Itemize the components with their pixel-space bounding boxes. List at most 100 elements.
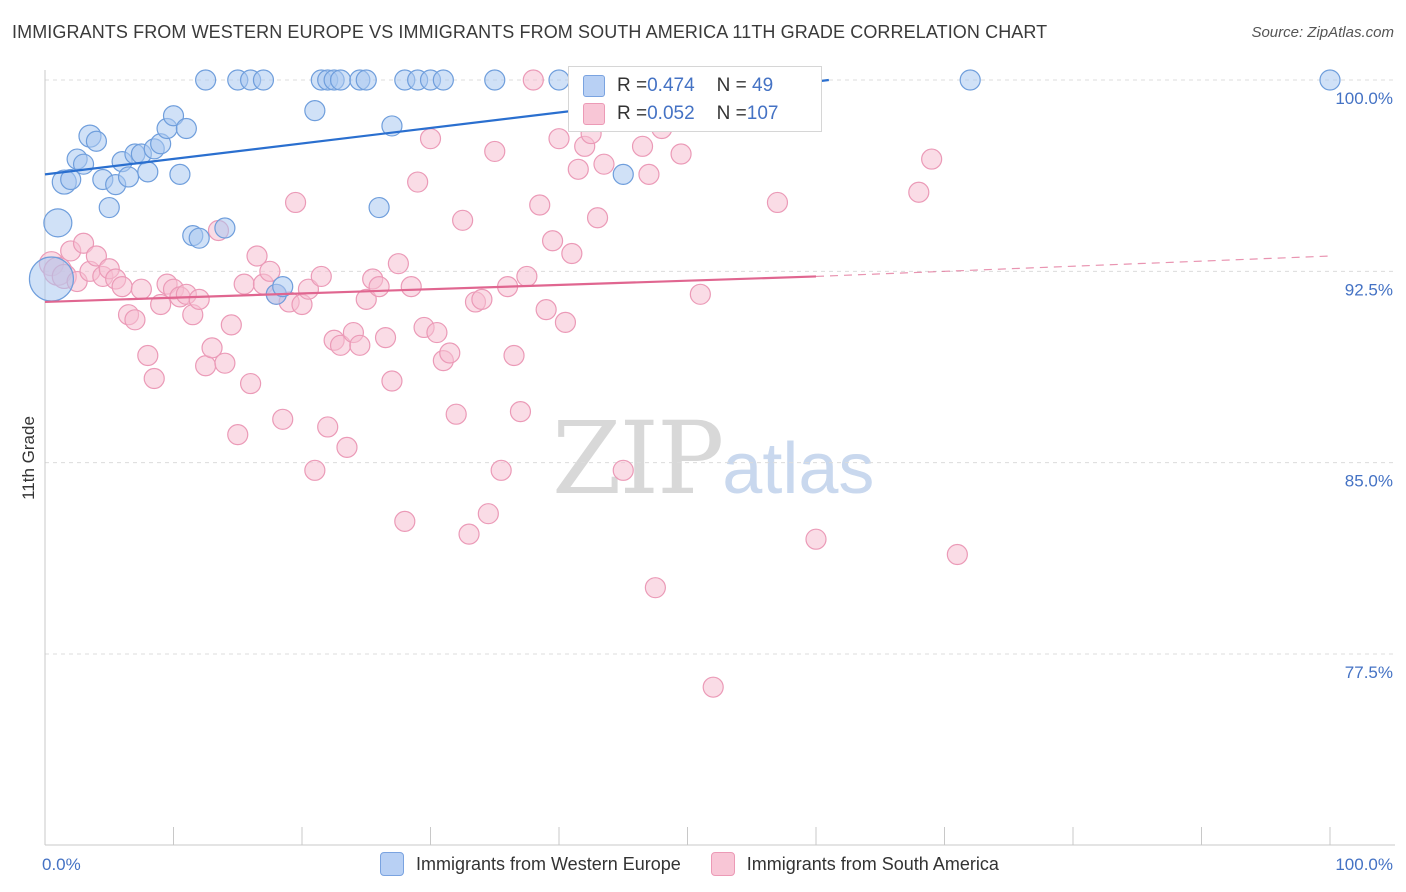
legend-blue-label: Immigrants from Western Europe	[416, 853, 681, 874]
legend: Immigrants from Western Europe Immigrant…	[380, 852, 999, 876]
y-tick-label: 100.0%	[1335, 89, 1393, 108]
legend-item-south-america[interactable]: Immigrants from South America	[710, 852, 999, 876]
blue-r-label: R =	[617, 75, 648, 96]
south-america-point	[317, 416, 339, 438]
western-europe-point	[272, 276, 294, 298]
south-america-point	[490, 459, 512, 481]
south-america-point	[509, 401, 532, 423]
south-america-point	[689, 283, 711, 305]
axes	[44, 70, 1395, 846]
blue-n-label: N =	[716, 75, 747, 96]
blue-n-value: 49	[746, 75, 774, 96]
legend-item-western-europe[interactable]: Immigrants from Western Europe	[380, 852, 681, 876]
south-america-point	[150, 293, 172, 316]
south-america-point	[541, 230, 564, 252]
watermark: ZIPatlas	[552, 400, 874, 517]
x-tick-label: 100.0%	[1335, 855, 1393, 874]
western-europe-point	[214, 217, 236, 239]
south-america-point	[220, 314, 242, 336]
south-america-point	[227, 424, 249, 446]
x-tick-label: 0.0%	[42, 855, 81, 874]
south-america-point	[381, 370, 403, 392]
south-america-point	[471, 288, 493, 310]
legend-pink-label: Immigrants from South America	[746, 853, 999, 874]
south-america-point	[805, 528, 827, 550]
south-america-point	[240, 372, 262, 395]
western-europe-point	[368, 196, 390, 219]
pink-n-value: 107	[746, 103, 779, 124]
pink-n-label: N =	[716, 103, 747, 124]
south-america-point	[567, 158, 589, 180]
south-america-point	[336, 436, 358, 458]
blue-r-value: 0.474	[647, 75, 695, 96]
south-america-point	[304, 459, 326, 481]
south-america-point	[535, 299, 557, 321]
western-europe-point	[195, 69, 217, 91]
western-europe-point	[329, 69, 352, 91]
western-europe-point	[60, 168, 82, 191]
south-america-point	[284, 191, 307, 214]
south-america-point	[439, 342, 461, 364]
western-europe-point	[175, 117, 197, 140]
south-america-point	[529, 194, 551, 216]
south-america-point	[85, 245, 108, 267]
western-europe-point	[85, 130, 108, 152]
south-america-point	[355, 288, 377, 310]
western-europe-point	[484, 69, 506, 91]
stats-row-blue: R = 0.474 N = 49	[583, 73, 773, 99]
western-europe-points	[28, 69, 1341, 305]
south-america-point	[908, 181, 930, 203]
source-label: Source: ZipAtlas.com	[1251, 24, 1394, 41]
watermark-atlas: atlas	[722, 429, 875, 509]
stats-box: R = 0.474 N = 49 R = 0.052 N = 107	[568, 66, 822, 132]
south-america-point	[477, 503, 499, 525]
blue-swatch	[583, 75, 605, 97]
south-america-point	[516, 265, 538, 288]
western-europe-point	[304, 100, 326, 122]
south-america-point	[387, 253, 409, 275]
south-america-point	[233, 273, 255, 295]
gridlines	[45, 79, 1395, 655]
south-america-point	[394, 510, 416, 532]
south-america-point	[554, 311, 577, 333]
pink-r-value: 0.052	[647, 103, 695, 124]
south-america-point	[130, 278, 152, 300]
south-america-point	[400, 276, 422, 298]
south-america-trend-extension	[815, 255, 1331, 278]
south-america-point	[638, 163, 660, 185]
y-tick-label: 85.0%	[1345, 472, 1393, 491]
south-america-point	[259, 260, 281, 282]
south-america-point	[368, 276, 390, 298]
western-europe-point	[169, 163, 191, 185]
south-america-point	[548, 128, 570, 150]
south-america-point	[111, 276, 133, 298]
western-europe-point	[612, 163, 634, 185]
south-america-point	[503, 344, 525, 367]
south-america-points	[38, 69, 968, 698]
western-europe-point	[432, 69, 454, 91]
south-america-point	[310, 265, 332, 288]
south-america-point	[586, 207, 609, 229]
south-america-point	[946, 543, 968, 566]
south-america-point	[452, 209, 474, 231]
south-america-point	[419, 128, 442, 150]
western-europe-point	[188, 227, 210, 249]
south-america-point	[246, 245, 268, 267]
western-europe-point	[98, 196, 120, 219]
south-america-point	[766, 191, 789, 214]
south-america-point	[593, 153, 615, 175]
chart-title: IMMIGRANTS FROM WESTERN EUROPE VS IMMIGR…	[12, 22, 1048, 42]
western-europe-point	[28, 256, 75, 302]
south-america-point	[670, 143, 692, 165]
western-europe-point	[252, 69, 275, 91]
south-america-point	[612, 459, 634, 481]
western-europe-point	[1319, 69, 1341, 91]
axis-labels: 100.0% 92.5% 85.0% 77.5% 0.0% 100.0% 11th Grad…	[19, 89, 1393, 874]
western-europe-point	[43, 208, 73, 238]
pink-r-label: R =	[617, 103, 648, 124]
south-america-point	[374, 327, 397, 349]
south-america-point	[445, 403, 467, 425]
y-tick-label: 92.5%	[1345, 280, 1393, 299]
south-america-point	[72, 232, 95, 254]
